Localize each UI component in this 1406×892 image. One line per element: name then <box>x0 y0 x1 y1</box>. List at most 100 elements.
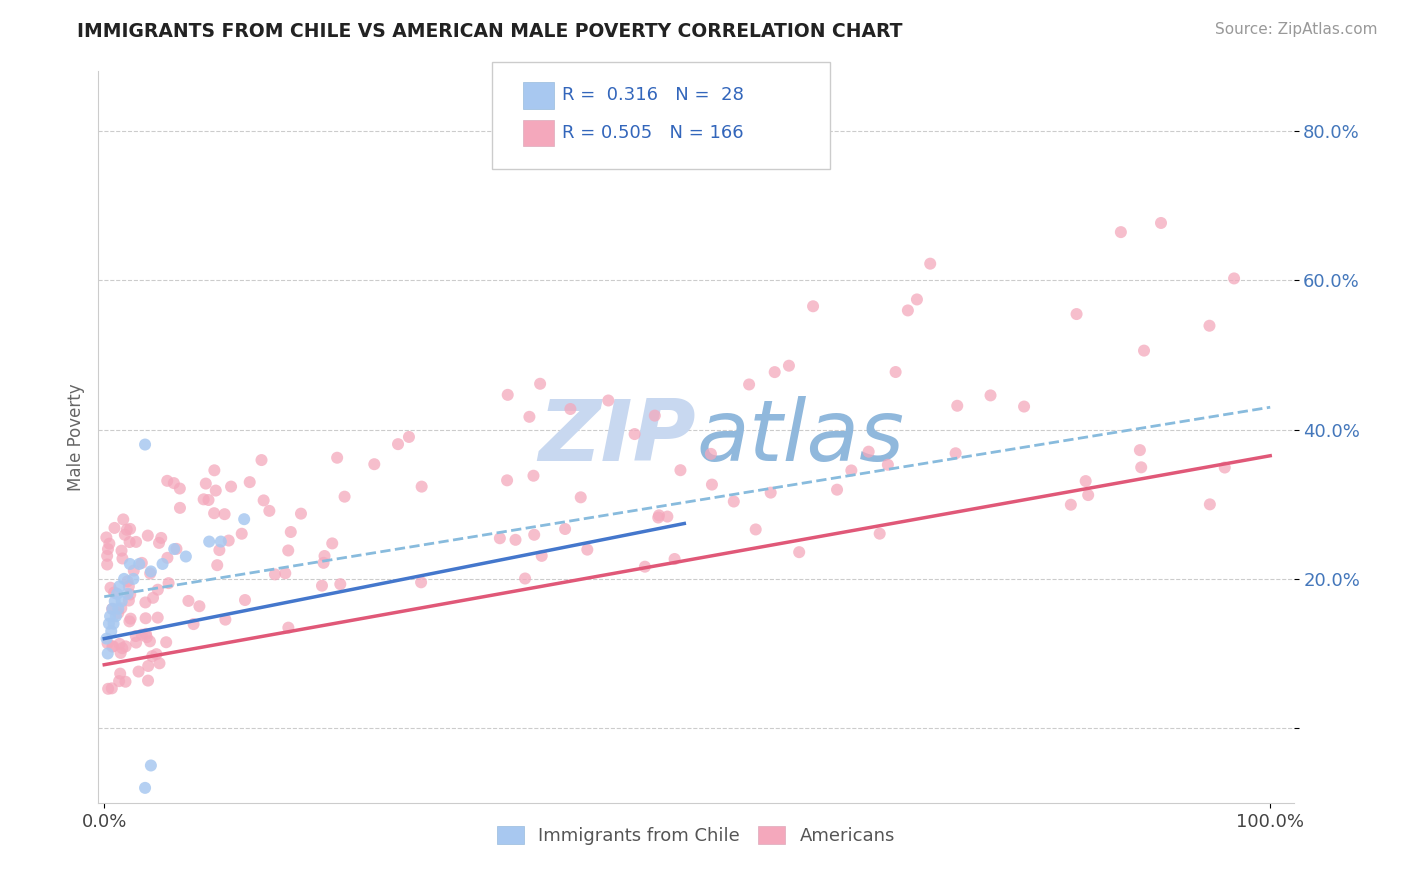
Point <box>787 545 810 559</box>
Point <box>387 437 409 451</box>
Point <box>125 635 148 649</box>
Point <box>1213 460 1236 475</box>
Point <box>598 393 620 408</box>
Point <box>114 528 136 542</box>
Point <box>188 599 211 614</box>
Point <box>104 609 127 624</box>
Point <box>122 564 145 578</box>
Point <box>259 504 281 518</box>
Point <box>411 480 433 494</box>
Point <box>155 635 177 649</box>
Point <box>214 613 236 627</box>
Point <box>277 621 299 635</box>
Text: R = 0.505   N = 166: R = 0.505 N = 166 <box>562 124 744 142</box>
Point <box>146 610 169 624</box>
Point <box>100 624 122 639</box>
Point <box>763 365 786 379</box>
Point <box>778 359 800 373</box>
Point <box>97 681 120 696</box>
Point <box>139 634 162 648</box>
Point <box>876 458 898 472</box>
Point <box>522 468 544 483</box>
Point <box>98 609 121 624</box>
Point <box>131 628 153 642</box>
Point <box>120 587 142 601</box>
Point <box>858 444 880 458</box>
Point <box>96 558 118 572</box>
Point <box>128 665 150 679</box>
Point <box>326 450 349 465</box>
Point <box>148 536 170 550</box>
Point <box>156 550 179 565</box>
Point <box>759 485 782 500</box>
Point <box>664 552 686 566</box>
Point <box>134 437 156 451</box>
Point <box>103 521 125 535</box>
Point <box>110 646 132 660</box>
Y-axis label: Male Poverty: Male Poverty <box>66 384 84 491</box>
Point <box>290 507 312 521</box>
Point <box>209 534 232 549</box>
Point <box>134 780 156 795</box>
Point <box>329 577 352 591</box>
Point <box>100 581 122 595</box>
Point <box>560 402 582 417</box>
Point <box>101 681 124 696</box>
Point <box>253 493 276 508</box>
Point <box>250 453 273 467</box>
Point <box>264 567 287 582</box>
Point <box>280 524 302 539</box>
Point <box>156 474 179 488</box>
Point <box>884 365 907 379</box>
Point <box>363 457 385 471</box>
Point <box>897 303 920 318</box>
Point <box>529 376 551 391</box>
Point <box>311 579 333 593</box>
Point <box>114 674 136 689</box>
Point <box>496 473 519 487</box>
Point <box>1109 225 1132 239</box>
Point <box>141 649 163 664</box>
Point <box>979 388 1001 402</box>
Point <box>505 533 527 547</box>
Point <box>125 629 148 643</box>
Point <box>648 508 671 523</box>
Point <box>108 579 131 593</box>
Point <box>1066 307 1088 321</box>
Point <box>136 528 159 542</box>
Point <box>496 388 519 402</box>
Point <box>150 531 173 545</box>
Point <box>103 616 125 631</box>
Point <box>204 483 226 498</box>
Point <box>233 512 256 526</box>
Point <box>142 591 165 605</box>
Point <box>409 575 432 590</box>
Point <box>117 574 139 589</box>
Point <box>1077 488 1099 502</box>
Point <box>193 492 215 507</box>
Point <box>101 602 124 616</box>
Point <box>118 535 141 549</box>
Point <box>208 543 231 558</box>
Point <box>115 523 138 537</box>
Point <box>122 572 145 586</box>
Point <box>139 565 162 579</box>
Point <box>1012 400 1035 414</box>
Point <box>513 572 536 586</box>
Point <box>107 601 129 615</box>
Point <box>825 483 848 497</box>
Point <box>523 528 546 542</box>
Point <box>723 494 745 508</box>
Point <box>146 582 169 597</box>
Point <box>554 522 576 536</box>
Point <box>1060 498 1083 512</box>
Point <box>576 542 599 557</box>
Point <box>139 758 162 772</box>
Point <box>174 549 197 564</box>
Point <box>120 522 142 536</box>
Point <box>530 549 553 563</box>
Point <box>101 601 124 615</box>
Point <box>669 463 692 477</box>
Point <box>135 630 157 644</box>
Point <box>114 640 136 654</box>
